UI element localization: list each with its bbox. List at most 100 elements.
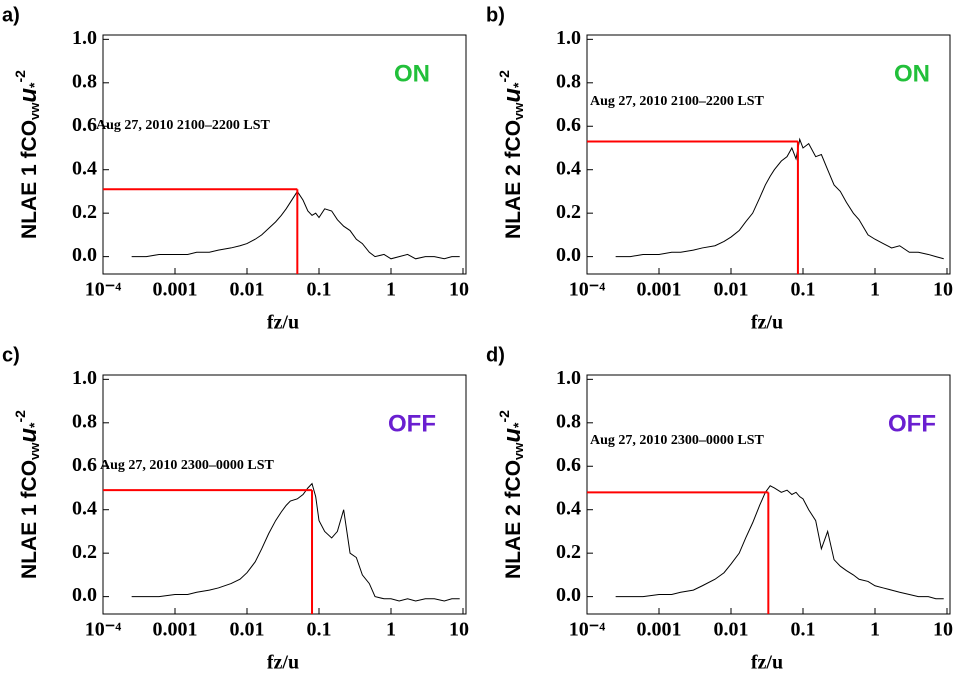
y-axis-label: NLAE 2 fCOvwu*-2: [496, 410, 527, 579]
x-tick-label: 10: [933, 619, 953, 641]
y-tick-label: 1.0: [556, 367, 581, 389]
y-label-sub: *: [26, 82, 42, 88]
y-label-sub: vw: [511, 102, 526, 120]
y-tick-label: 0.2: [556, 541, 581, 563]
plot-frame: [102, 374, 467, 615]
annotation: Aug 27, 2010 2300–0000 LST: [590, 433, 765, 448]
x-tick-label: 0.001: [637, 279, 682, 301]
x-tick-label: 1: [386, 279, 396, 301]
x-tick-label: 10: [449, 279, 469, 301]
y-tick-label: 0.6: [72, 454, 97, 476]
data-line: [131, 190, 460, 260]
annotation: Aug 27, 2010 2100–2200 LST: [590, 94, 765, 109]
x-tick-label: 1: [870, 619, 880, 641]
panel-label: a): [2, 4, 20, 26]
y-tick-label: 0.0: [72, 244, 97, 266]
y-tick-label: 0.2: [556, 201, 581, 223]
y-label-main: NLAE 2 fCO: [502, 120, 525, 239]
y-label-sup: -2: [496, 410, 512, 423]
y-axis-label: NLAE 1 fCOvwu*-2: [12, 410, 43, 579]
y-tick-label: 0.4: [556, 497, 581, 519]
x-tick-label: 10⁻⁴: [569, 619, 606, 641]
x-tick-label: 0.1: [791, 279, 816, 301]
y-label-main: NLAE 1 fCO: [18, 460, 41, 579]
panel: 10⁻⁴ 0.001 0.01 0.1 1 10 0.0 0.2 0.4 0.6 0.8 1.0 b) O…: [486, 4, 953, 333]
x-tick-label: 10⁻⁴: [85, 279, 122, 301]
data-line: [131, 482, 460, 602]
y-tick-label: 0.4: [72, 157, 97, 179]
y-label-sub: *: [510, 82, 526, 88]
y-tick-label: 1.0: [72, 27, 97, 49]
y-tick-label: 0.2: [72, 201, 97, 223]
y-tick-label: 0.0: [556, 584, 581, 606]
x-tick-label: 10: [933, 279, 953, 301]
y-tick-label: 0.4: [72, 497, 97, 519]
x-tick-label: 0.01: [714, 619, 749, 641]
x-tick-label: 0.001: [637, 619, 682, 641]
y-tick-label: 0.0: [72, 584, 97, 606]
y-label-var: u: [15, 88, 42, 103]
x-tick-label: 1: [870, 279, 880, 301]
y-tick-label: 0.6: [556, 114, 581, 136]
x-tick-label: 10: [449, 619, 469, 641]
y-label-main: NLAE 1 fCO: [18, 120, 41, 239]
annotation: Aug 27, 2010 2100–2200 LST: [96, 118, 271, 133]
status-label: OFF: [888, 410, 936, 437]
y-label-sub: *: [510, 422, 526, 428]
y-label-sup: -2: [496, 70, 512, 83]
x-axis-label: fz/u: [751, 312, 783, 334]
x-tick-label: 10⁻⁴: [85, 619, 122, 641]
status-label: ON: [894, 60, 930, 87]
x-tick-label: 0.001: [153, 279, 198, 301]
x-tick-label: 0.01: [714, 279, 749, 301]
x-tick-label: 0.01: [230, 619, 265, 641]
y-tick-label: 0.2: [72, 541, 97, 563]
y-axis-label: NLAE 2 fCOvwu*-2: [496, 70, 527, 239]
y-tick-label: 0.6: [556, 454, 581, 476]
y-label-sub: vw: [511, 442, 526, 460]
y-tick-label: 0.8: [72, 70, 97, 92]
y-label-var: u: [499, 88, 526, 103]
y-label-main: NLAE 2 fCO: [502, 460, 525, 579]
plot-frame: [102, 34, 467, 275]
x-axis-label: fz/u: [267, 312, 299, 334]
x-tick-label: 0.01: [230, 279, 265, 301]
status-label: ON: [394, 60, 430, 87]
status-label: OFF: [388, 410, 436, 437]
y-axis-label: NLAE 1 fCOvwu*-2: [12, 70, 43, 239]
plot-frame: [586, 34, 951, 275]
x-tick-label: 0.1: [307, 619, 332, 641]
y-label-var: u: [499, 428, 526, 443]
y-tick-label: 1.0: [556, 27, 581, 49]
x-tick-label: 0.1: [307, 279, 332, 301]
x-tick-label: 1: [386, 619, 396, 641]
y-tick-label: 0.8: [556, 410, 581, 432]
panel: 10⁻⁴ 0.001 0.01 0.1 1 10 0.0 0.2 0.4 0.6 0.8 1.0 a) O…: [2, 4, 469, 333]
x-tick-label: 0.001: [153, 619, 198, 641]
panel: 10⁻⁴ 0.001 0.01 0.1 1 10 0.0 0.2 0.4 0.6 0.8 1.0 c) O…: [2, 344, 469, 673]
x-axis-label: fz/u: [267, 652, 299, 674]
x-axis-label: fz/u: [751, 652, 783, 674]
y-tick-label: 1.0: [72, 367, 97, 389]
y-tick-label: 0.8: [72, 410, 97, 432]
data-line: [615, 137, 944, 260]
y-tick-label: 0.4: [556, 157, 581, 179]
data-line: [615, 485, 944, 600]
y-label-sub: *: [26, 422, 42, 428]
y-label-sub: vw: [27, 102, 42, 120]
x-tick-label: 10⁻⁴: [569, 279, 606, 301]
panel-label: b): [486, 4, 505, 26]
y-tick-label: 0.6: [72, 114, 97, 136]
y-label-sup: -2: [12, 70, 28, 83]
panel: 10⁻⁴ 0.001 0.01 0.1 1 10 0.0 0.2 0.4 0.6 0.8 1.0 d) O…: [486, 344, 953, 673]
panel-label: d): [486, 344, 505, 366]
y-tick-label: 0.8: [556, 70, 581, 92]
y-label-sup: -2: [12, 410, 28, 423]
y-label-var: u: [15, 428, 42, 443]
y-tick-label: 0.0: [556, 244, 581, 266]
y-label-sub: vw: [27, 442, 42, 460]
panel-label: c): [2, 344, 20, 366]
x-tick-label: 0.1: [791, 619, 816, 641]
annotation: Aug 27, 2010 2300–0000 LST: [100, 458, 275, 473]
